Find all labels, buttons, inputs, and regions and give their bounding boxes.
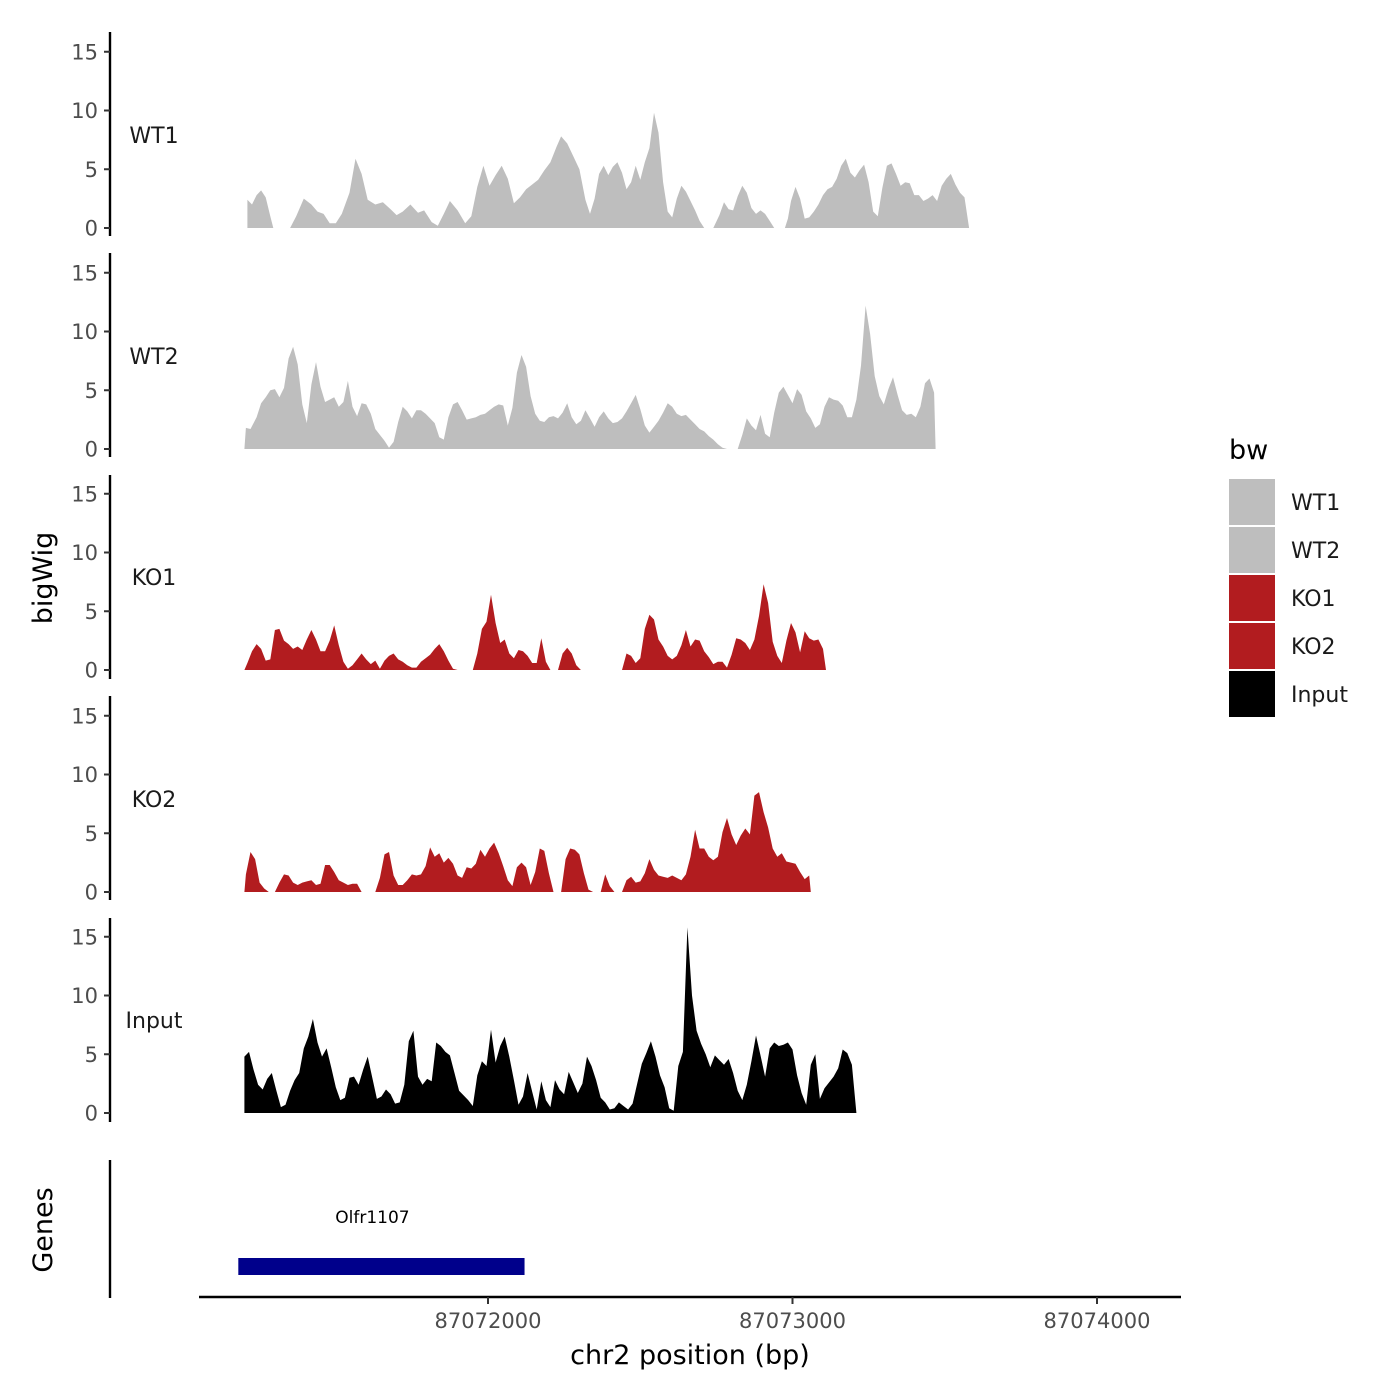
coverage-area	[622, 792, 811, 892]
x-axis: 87072000 87073000 87074000	[199, 1295, 1181, 1333]
y-axis-title: bigWig	[28, 532, 59, 625]
track-wt2: 0 5 10 15 WT2	[71, 253, 936, 462]
y-tick-label: 10	[71, 763, 98, 787]
coverage-area	[622, 584, 826, 670]
legend-label: WT1	[1291, 491, 1340, 516]
track-label: Input	[126, 1009, 183, 1034]
y-tick-label: 15	[71, 261, 98, 285]
legend: bw WT1 WT2 KO1 KO2 Input	[1229, 435, 1348, 717]
legend-swatch	[1229, 527, 1275, 573]
y-tick-label: 0	[85, 659, 98, 683]
genes-panel: Olfr1107	[108, 1160, 525, 1298]
coverage-area	[713, 185, 775, 228]
legend-label: WT2	[1291, 539, 1340, 564]
legend-label: Input	[1291, 683, 1348, 708]
coverage-area	[290, 112, 705, 228]
y-tick-label: 5	[85, 822, 98, 846]
track-ko1: 0 5 10 15 KO1	[71, 475, 826, 683]
legend-swatch	[1229, 623, 1275, 669]
y-tick-label: 15	[71, 925, 98, 949]
legend-label: KO2	[1291, 635, 1336, 660]
legend-title: bw	[1229, 435, 1268, 466]
track-wt1: 0 5 10 15 WT1	[71, 32, 970, 241]
x-tick-label: 87072000	[435, 1309, 542, 1333]
coverage-area	[244, 346, 727, 449]
y-tick-label: 0	[85, 1102, 98, 1126]
y-tick-label: 15	[71, 704, 98, 728]
y-tick-label: 15	[71, 482, 98, 506]
track-label: WT2	[129, 345, 178, 370]
x-tick-label: 87074000	[1044, 1309, 1151, 1333]
y-tick-label: 10	[71, 99, 98, 123]
y-tick-label: 5	[85, 379, 98, 403]
coverage-area	[561, 848, 594, 892]
track-label: KO1	[132, 566, 177, 591]
coverage-area	[375, 842, 554, 892]
track-ko2: 0 5 10 15 KO2	[71, 696, 811, 905]
genes-axis-title: Genes	[28, 1187, 59, 1272]
x-tick-label: 87073000	[739, 1309, 846, 1333]
coverage-area	[558, 647, 581, 670]
legend-swatch	[1229, 575, 1275, 621]
y-tick-label: 0	[85, 881, 98, 905]
track-label: WT1	[129, 124, 178, 149]
gene-label: Olfr1107	[335, 1208, 409, 1228]
y-tick-label: 5	[85, 600, 98, 624]
x-axis-title: chr2 position (bp)	[570, 1340, 810, 1371]
y-tick-label: 0	[85, 438, 98, 462]
coverage-area	[274, 865, 362, 892]
coverage-area	[244, 625, 458, 670]
coverage-area	[247, 190, 274, 228]
legend-label: KO1	[1291, 587, 1336, 612]
y-tick-label: 0	[85, 217, 98, 241]
coverage-area	[244, 927, 857, 1113]
coverage-area	[244, 852, 269, 892]
y-tick-label: 5	[85, 158, 98, 182]
legend-swatch	[1229, 479, 1275, 525]
coverage-area	[737, 305, 936, 449]
legend-swatch	[1229, 671, 1275, 717]
y-tick-label: 10	[71, 541, 98, 565]
coverage-area	[784, 158, 970, 228]
y-tick-label: 10	[71, 984, 98, 1008]
y-tick-label: 5	[85, 1043, 98, 1067]
bigwig-tracks: 0 5 10 15 WT1 0 5 10 15 WT2 0 5 10 15 KO1 0 5 10 15 KO2 0 5 10…	[71, 32, 970, 1126]
gene-body	[238, 1258, 525, 1275]
track-label: KO2	[132, 788, 177, 813]
track-input: 0 5 10 15 Input	[71, 918, 857, 1126]
y-tick-label: 10	[71, 320, 98, 344]
coverage-area	[472, 594, 551, 670]
y-tick-label: 15	[71, 40, 98, 64]
coverage-area	[600, 874, 615, 892]
